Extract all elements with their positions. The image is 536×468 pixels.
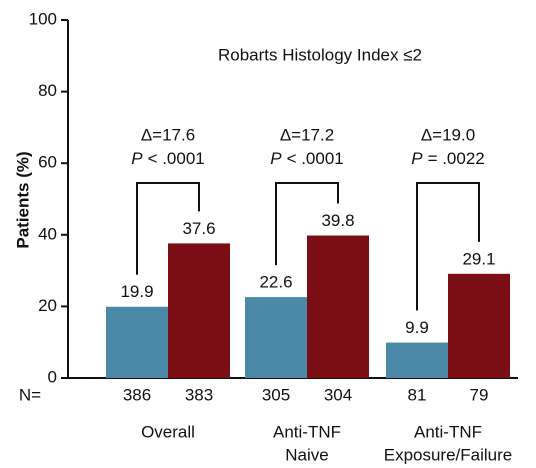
p-value-label: P < .0001 xyxy=(131,149,205,168)
n-count: 386 xyxy=(123,385,151,404)
p-symbol: P xyxy=(131,149,143,168)
y-axis-label: Patients (%) xyxy=(13,151,32,248)
y-tick-label: 100 xyxy=(29,9,57,28)
n-count: 304 xyxy=(324,385,352,404)
delta-label: Δ=17.2 xyxy=(280,125,334,144)
value-label: 9.9 xyxy=(405,318,429,337)
n-count: 81 xyxy=(408,385,427,404)
bracket xyxy=(136,182,200,275)
value-label: 39.8 xyxy=(321,211,354,230)
x-tick-label: Anti-TNF xyxy=(273,422,341,441)
y-tick-label: 40 xyxy=(38,224,57,243)
p-value: < .0001 xyxy=(148,149,205,168)
n-label: N= xyxy=(19,385,41,404)
bar xyxy=(307,235,369,378)
bar xyxy=(386,342,448,378)
y-tick-label: 0 xyxy=(48,367,57,386)
n-count: 79 xyxy=(470,385,489,404)
delta-label: Δ=19.0 xyxy=(421,125,475,144)
chart-title: Robarts Histology Index ≤2 xyxy=(218,45,422,64)
value-label: 22.6 xyxy=(259,273,292,292)
x-tick-label: Overall xyxy=(141,422,195,441)
bar xyxy=(168,243,230,378)
p-value: = .0022 xyxy=(428,149,485,168)
x-tick-label: Exposure/Failure xyxy=(384,445,513,464)
n-count: 305 xyxy=(262,385,290,404)
y-tick-label: 80 xyxy=(38,81,57,100)
p-symbol: P xyxy=(411,149,423,168)
p-symbol: P xyxy=(270,149,282,168)
bar xyxy=(448,273,510,378)
y-tick-label: 60 xyxy=(38,153,57,172)
p-value: < .0001 xyxy=(287,149,344,168)
value-label: 29.1 xyxy=(462,249,495,268)
bar xyxy=(245,297,307,378)
x-tick-label: Naive xyxy=(285,445,328,464)
y-tick-label: 20 xyxy=(38,296,57,315)
bar xyxy=(106,306,168,378)
x-tick-label: Anti-TNF xyxy=(414,422,482,441)
value-label: 19.9 xyxy=(120,282,153,301)
n-count: 383 xyxy=(185,385,213,404)
bracket xyxy=(416,182,480,311)
p-value-label: P < .0001 xyxy=(270,149,344,168)
value-label: 37.6 xyxy=(182,219,215,238)
p-value-label: P = .0022 xyxy=(411,149,485,168)
bracket xyxy=(275,182,339,266)
delta-label: Δ=17.6 xyxy=(141,125,195,144)
